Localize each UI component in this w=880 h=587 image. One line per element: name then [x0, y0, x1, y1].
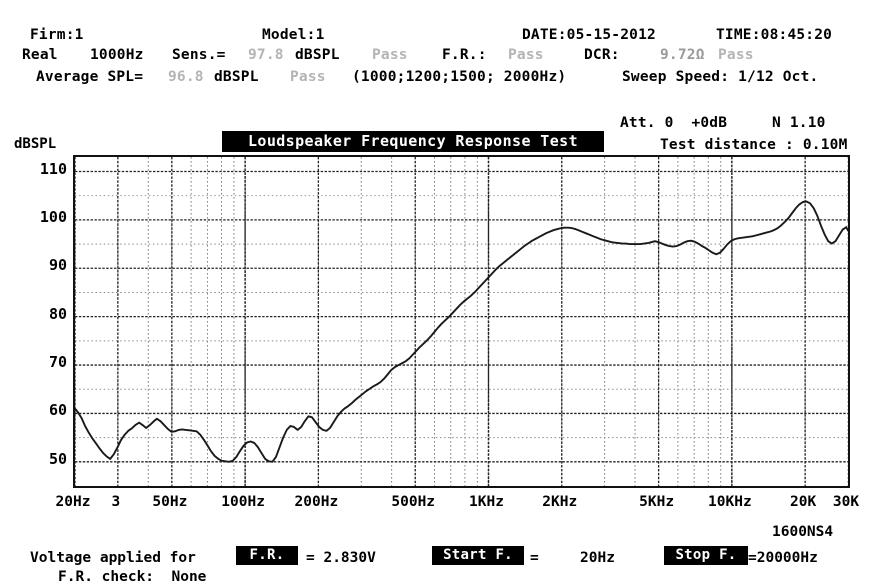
n-value-label: N 1.10 — [772, 115, 826, 131]
plot-svg — [75, 157, 848, 486]
dcr-label: DCR: — [584, 47, 620, 63]
y-tick-label: 110 — [39, 159, 67, 178]
real-frequency-value: 1000Hz — [90, 47, 144, 63]
y-tick-label: 50 — [48, 449, 67, 468]
sensitivity-status: Pass — [372, 47, 408, 63]
x-tick-label: 500Hz — [391, 494, 436, 510]
average-spl-status: Pass — [290, 69, 326, 85]
firm-label: Firm:1 — [30, 27, 84, 43]
x-tick-label: 3 — [111, 494, 121, 510]
x-tick-label: 100Hz — [221, 494, 265, 510]
fr-status: Pass — [508, 47, 544, 63]
x-tick-label: 2KHz — [542, 494, 578, 510]
sensitivity-unit: dBSPL — [295, 47, 340, 63]
start-frequency-equals: = — [530, 550, 539, 566]
x-tick-label: 10KHz — [708, 494, 752, 510]
response-curve — [75, 200, 848, 463]
average-spl-frequencies: (1000;1200;1500; 2000Hz) — [352, 69, 567, 85]
average-spl-unit: dBSPL — [214, 69, 259, 85]
y-tick-label: 100 — [39, 207, 67, 226]
y-axis-tick-labels: 110 100 90 80 70 60 50 — [0, 0, 67, 587]
fr-tag-badge: F.R. — [236, 546, 298, 565]
sensitivity-label: Sens.= — [172, 47, 226, 63]
real-label: Real — [22, 47, 58, 63]
chart-title-banner: Loudspeaker Frequency Response Test — [222, 131, 604, 152]
start-frequency-value: 20Hz — [580, 550, 615, 566]
voltage-value: = 2.830V — [306, 550, 376, 566]
sensitivity-value: 97.8 — [248, 47, 284, 63]
x-tick-label: 50Hz — [152, 494, 188, 510]
frequency-response-plot — [73, 155, 850, 488]
x-tick-label: 1KHz — [469, 494, 504, 510]
sweep-speed-label: Sweep Speed: 1/12 Oct. — [622, 69, 819, 85]
x-tick-label: 20K — [790, 494, 817, 510]
start-frequency-badge: Start F. — [432, 546, 524, 565]
y-tick-label: 90 — [48, 256, 67, 275]
x-tick-label: 5KHz — [639, 494, 675, 510]
x-tick-label: 200Hz — [294, 494, 339, 510]
y-tick-label: 60 — [48, 401, 67, 420]
x-tick-label: 20Hz — [55, 494, 91, 510]
fr-check-label: F.R. check: None — [58, 569, 207, 585]
y-axis-title: dBSPL — [14, 136, 57, 152]
average-spl-value: 96.8 — [168, 69, 204, 85]
attenuation-label: Att. 0 +0dB — [620, 115, 728, 131]
stop-frequency-badge: Stop F. — [664, 546, 748, 565]
model-label: Model:1 — [262, 27, 325, 43]
x-tick-label: 30K — [832, 494, 860, 510]
fr-label: F.R.: — [442, 47, 487, 63]
y-tick-label: 80 — [48, 304, 67, 323]
y-tick-label: 70 — [48, 353, 67, 372]
dcr-value: 9.72Ω — [660, 47, 705, 63]
model-code-label: 1600NS4 — [772, 524, 834, 540]
grid-major-lines — [75, 157, 848, 486]
stop-frequency-value: =20000Hz — [748, 550, 818, 566]
voltage-applied-label: Voltage applied for — [30, 550, 196, 566]
average-spl-label: Average SPL= — [36, 69, 144, 85]
test-distance-label: Test distance : 0.10M — [660, 137, 848, 153]
date-label: DATE:05-15-2012 — [522, 27, 656, 43]
dcr-status: Pass — [718, 47, 754, 63]
x-axis-tick-labels: 20Hz 3 50Hz 100Hz 200Hz 500Hz 1KHz 2KHz 5KHz 10KH… — [0, 495, 880, 517]
time-label: TIME:08:45:20 — [716, 27, 833, 43]
